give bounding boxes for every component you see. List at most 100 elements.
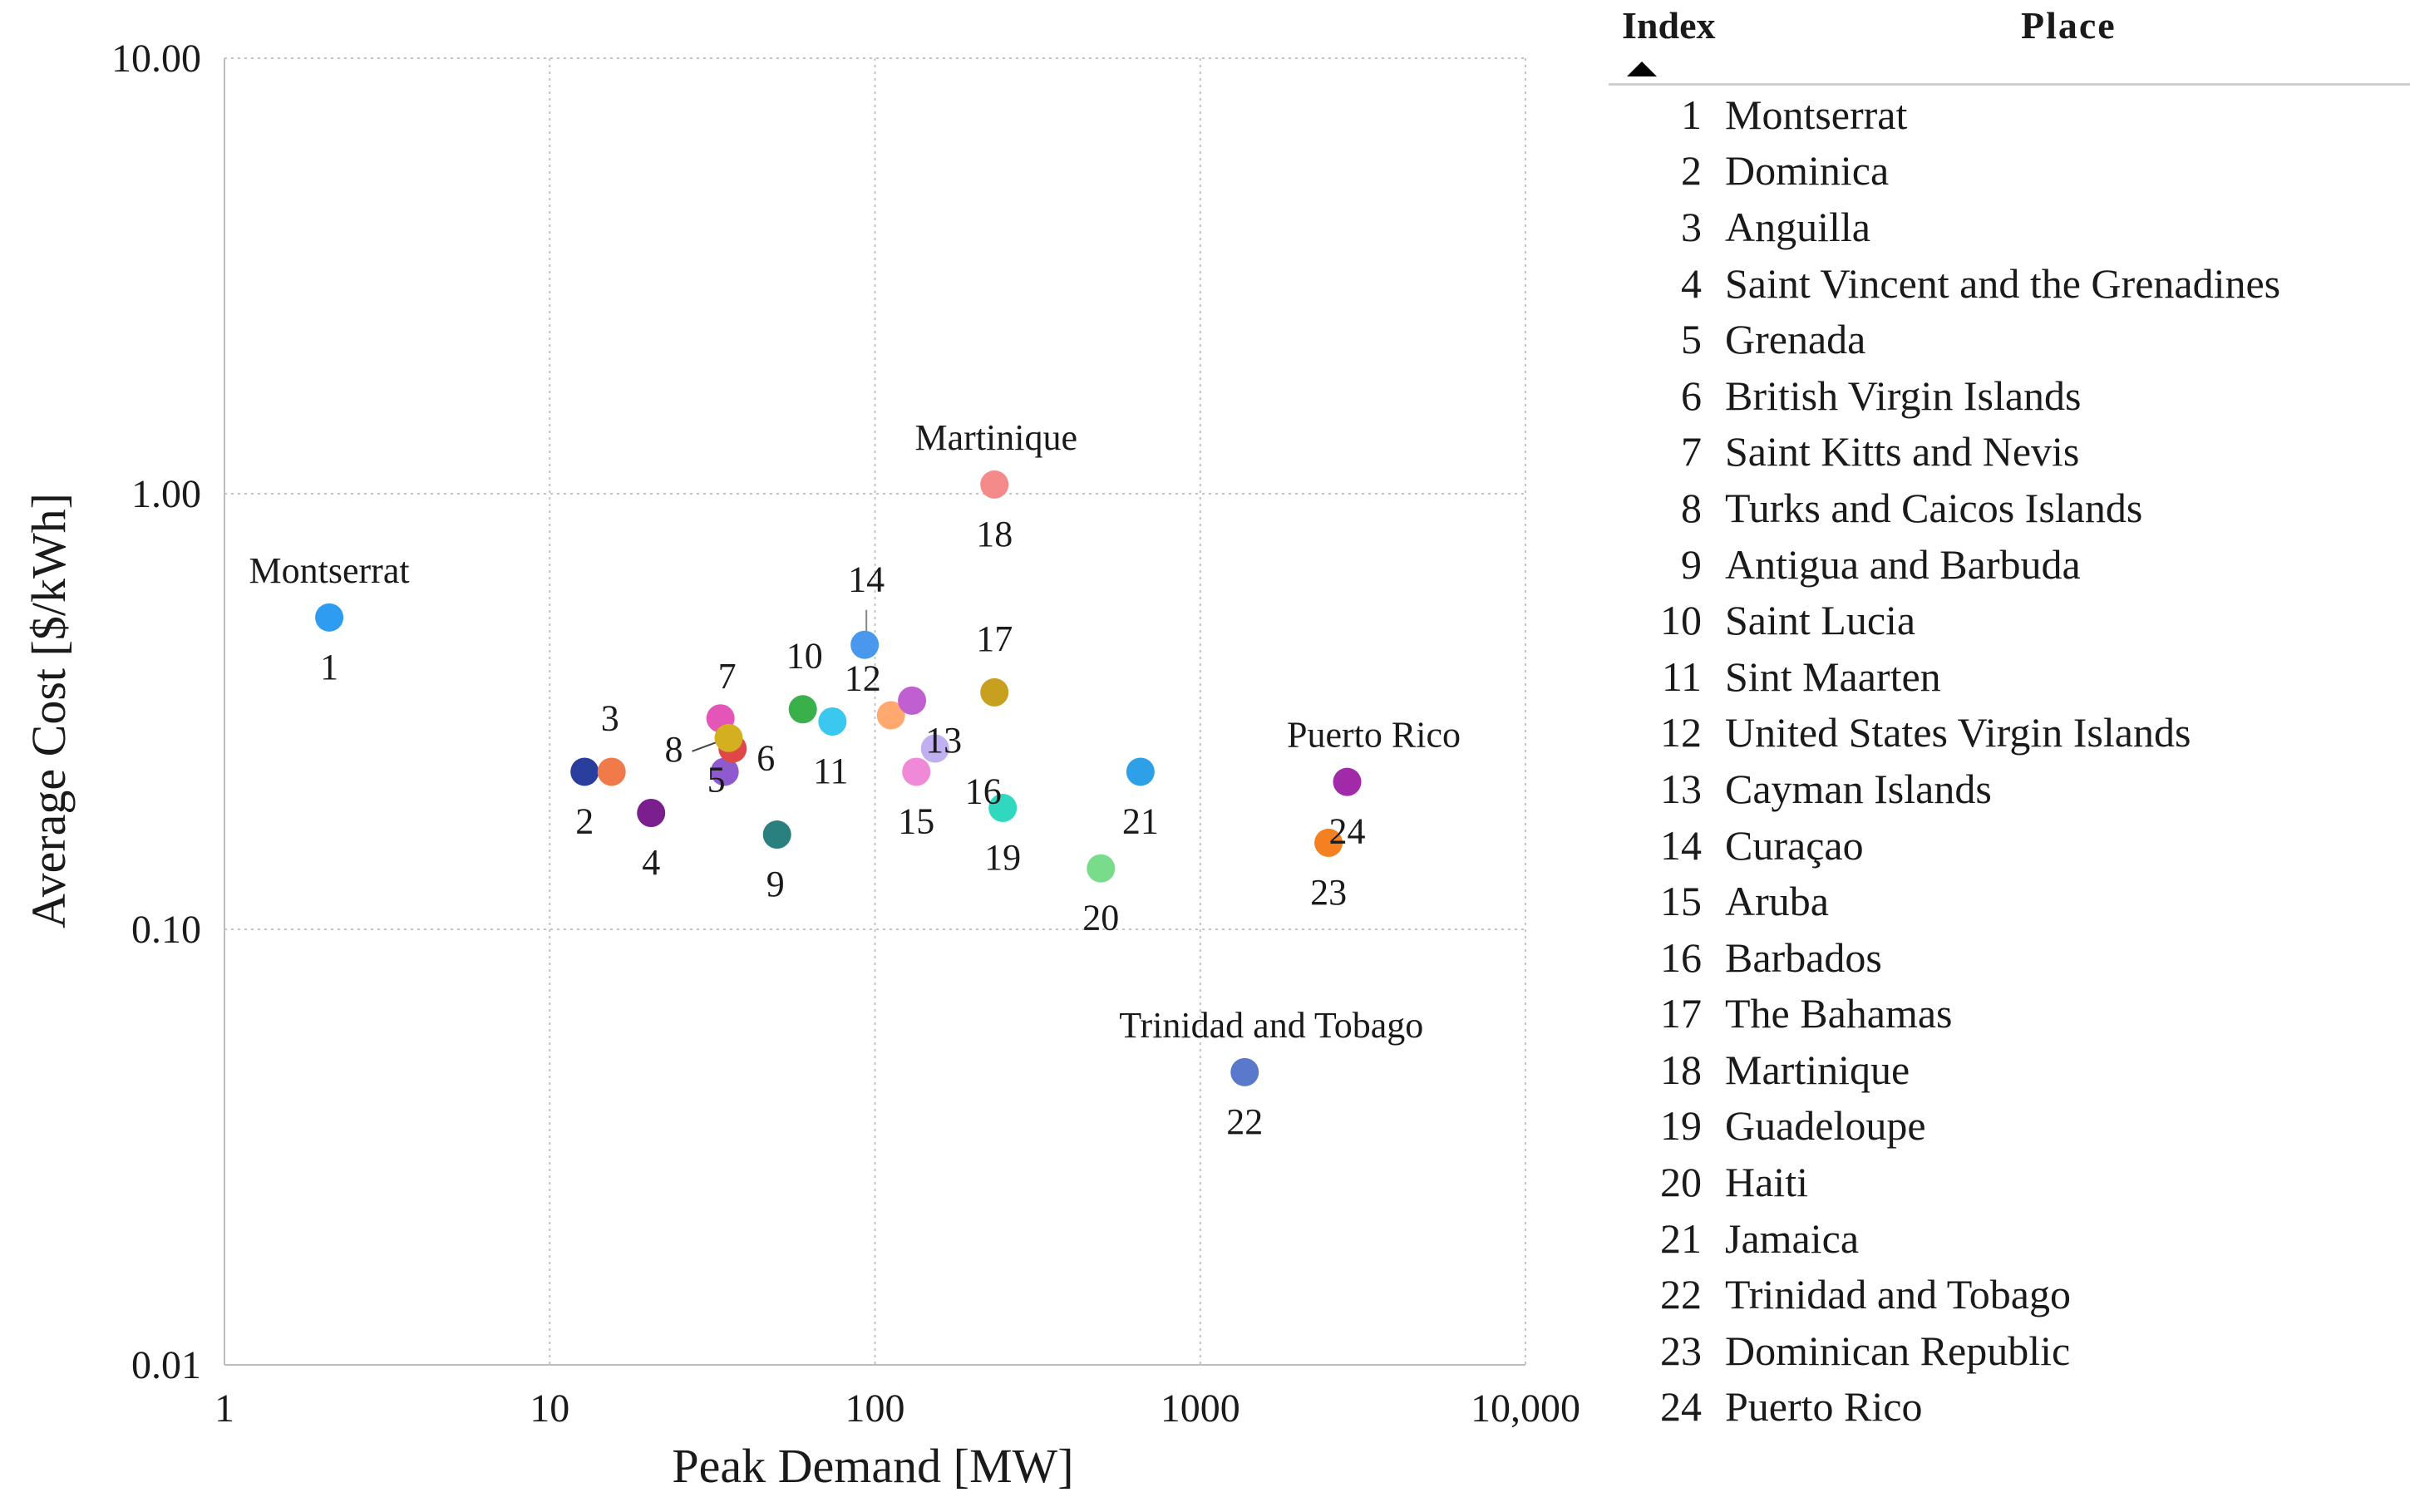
legend-index: 18	[1660, 1046, 1702, 1093]
point-label: 22	[1226, 1101, 1263, 1142]
data-point[interactable]	[788, 695, 817, 724]
legend-place: Puerto Rico	[1725, 1383, 1923, 1431]
point-label: 21	[1122, 800, 1159, 841]
legend-place: Antigua and Barbuda	[1725, 540, 2081, 588]
legend-index: 2	[1681, 147, 1702, 195]
grid-lines	[224, 57, 1526, 1366]
legend-row: 6 British Virgin Islands	[1609, 367, 2410, 424]
legend-row: 15 Aruba	[1609, 873, 2410, 929]
legend-row: 21 Jamaica	[1609, 1210, 2410, 1267]
place-callout: Puerto Rico	[1287, 715, 1461, 756]
point-label: 5	[707, 759, 726, 800]
data-point[interactable]	[988, 793, 1018, 822]
data-point[interactable]	[1314, 828, 1343, 857]
data-point[interactable]	[920, 734, 949, 763]
data-point[interactable]	[876, 701, 905, 730]
index-legend-table: Index Place 1 Montserrat 2 Dominica 3 Anguill…	[1609, 0, 2410, 1512]
point-label: 19	[984, 837, 1021, 878]
legend-index: 22	[1660, 1271, 1702, 1318]
legend-index: 16	[1660, 933, 1702, 981]
legend-header-place[interactable]: Place	[2021, 4, 2117, 47]
legend-row: 24 Puerto Rico	[1609, 1379, 2410, 1436]
point-label: 7	[718, 656, 737, 697]
point-label: 12	[845, 658, 881, 699]
data-point[interactable]	[570, 757, 599, 786]
place-callout: Trinidad and Tobago	[1119, 1005, 1423, 1046]
point-label: 13	[925, 720, 962, 761]
legend-row: 3 Anguilla	[1609, 199, 2410, 255]
legend-index: 23	[1660, 1327, 1702, 1374]
data-point[interactable]	[315, 603, 344, 632]
place-callouts: Montserrat Martinique Puerto Rico Trinidad …	[249, 417, 1461, 1046]
legend-place: Aruba	[1725, 878, 1829, 925]
legend-row: 22 Trinidad and Tobago	[1609, 1266, 2410, 1322]
y-axis-label: Average Cost [$/kWh]	[22, 493, 76, 928]
data-point[interactable]	[1126, 757, 1155, 786]
point-label: 3	[601, 697, 619, 738]
legend-index: 11	[1661, 653, 1702, 700]
data-point[interactable]	[762, 820, 791, 850]
data-point[interactable]	[980, 677, 1009, 707]
legend-row: 18 Martinique	[1609, 1042, 2410, 1098]
data-points	[315, 470, 1362, 1086]
x-tick-label: 10	[530, 1386, 569, 1431]
y-tick-label: 0.01	[131, 1343, 201, 1387]
legend-place: Haiti	[1725, 1159, 1808, 1206]
legend-place: The Bahamas	[1725, 990, 1953, 1037]
data-point[interactable]	[714, 723, 743, 752]
legend-index: 12	[1660, 709, 1702, 756]
data-point[interactable]	[637, 799, 666, 828]
legend-row: 7 Saint Kitts and Nevis	[1609, 424, 2410, 480]
x-axis-label: Peak Demand [MW]	[672, 1439, 1073, 1493]
legend-row: 9 Antigua and Barbuda	[1609, 536, 2410, 593]
legend-index: 20	[1660, 1159, 1702, 1206]
place-callout: Montserrat	[249, 550, 410, 591]
data-point[interactable]	[710, 757, 739, 786]
data-point[interactable]	[1087, 854, 1116, 883]
legend-index: 3	[1681, 203, 1702, 250]
legend-row: 8 Turks and Caicos Islands	[1609, 480, 2410, 536]
data-point[interactable]	[898, 686, 927, 715]
legend-place: Montserrat	[1725, 91, 1908, 138]
sort-ascending-icon[interactable]	[1627, 62, 1657, 76]
legend-row: 12 United States Virgin Islands	[1609, 705, 2410, 761]
legend-row: 13 Cayman Islands	[1609, 761, 2410, 817]
data-point[interactable]	[850, 630, 880, 659]
legend-index: 24	[1660, 1383, 1702, 1431]
legend-place: United States Virgin Islands	[1725, 709, 2191, 756]
point-label: 17	[976, 618, 1013, 659]
legend-row: 23 Dominican Republic	[1609, 1322, 2410, 1379]
legend-place: British Virgin Islands	[1725, 372, 2082, 419]
legend-header-index[interactable]: Index	[1622, 4, 1716, 47]
y-tick-label: 0.10	[131, 908, 201, 952]
data-point[interactable]	[597, 757, 626, 786]
x-tick-label: 100	[845, 1386, 905, 1431]
legend-row: 20 Haiti	[1609, 1154, 2410, 1210]
x-tick-label: 10,000	[1471, 1386, 1580, 1431]
data-point[interactable]	[902, 757, 931, 786]
legend-index: 1	[1681, 91, 1702, 138]
y-tick-labels: 10.00 1.00 0.10 0.01	[111, 37, 201, 1387]
x-tick-labels: 1 10 100 1000 10,000	[214, 1386, 1580, 1431]
legend-index: 15	[1660, 878, 1702, 925]
legend-place: Saint Kitts and Nevis	[1725, 428, 2080, 475]
legend-place: Martinique	[1725, 1046, 1910, 1093]
legend-index: 9	[1681, 540, 1702, 588]
y-tick-label: 1.00	[131, 472, 201, 516]
legend-index: 14	[1660, 821, 1702, 869]
data-point[interactable]	[1333, 767, 1362, 796]
point-label: 1	[320, 647, 338, 687]
data-point[interactable]	[980, 470, 1009, 499]
legend-index: 4	[1681, 259, 1702, 307]
legend-index: 6	[1681, 372, 1702, 419]
legend-rows: 1 Montserrat 2 Dominica 3 Anguilla 4 Saint Vinc…	[1609, 86, 2410, 1435]
data-point[interactable]	[1230, 1057, 1259, 1086]
legend-place: Saint Lucia	[1725, 597, 1916, 644]
legend-row: 1 Montserrat	[1609, 86, 2410, 143]
data-point[interactable]	[818, 707, 847, 736]
legend-place: Grenada	[1725, 316, 1866, 363]
legend-row: 4 Saint Vincent and the Grenadines	[1609, 255, 2410, 312]
legend-row: 10 Saint Lucia	[1609, 592, 2410, 648]
